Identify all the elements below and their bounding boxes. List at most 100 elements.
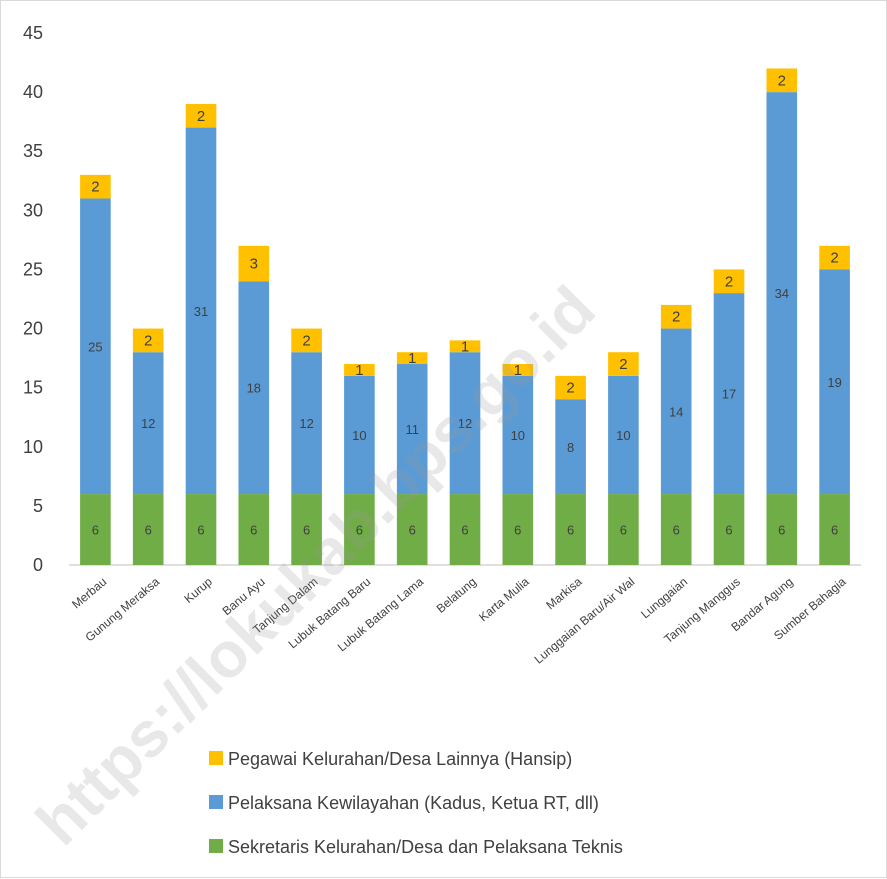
x-tick-label: Lubuk Batang Lama	[335, 574, 427, 654]
bar-segment	[185, 494, 217, 565]
bar-segment	[608, 494, 639, 565]
data-label: 2	[144, 332, 152, 349]
bar-segment	[502, 364, 534, 376]
data-label: 6	[197, 523, 204, 538]
data-label: 6	[673, 523, 680, 538]
data-label: 2	[302, 332, 310, 349]
data-label: 6	[831, 523, 838, 538]
data-label: 18	[247, 381, 261, 396]
data-label: 1	[408, 350, 416, 367]
data-label: 34	[775, 286, 789, 301]
bar-segment	[344, 364, 375, 376]
bar-segment	[502, 494, 534, 565]
data-label: 6	[620, 523, 627, 538]
bar-segment	[291, 352, 322, 495]
data-label: 2	[725, 273, 733, 290]
bar-segment	[555, 375, 586, 400]
bar-segment	[713, 269, 745, 294]
data-label: 31	[194, 304, 208, 319]
bar-segment	[132, 352, 164, 495]
data-label: 6	[725, 523, 732, 538]
data-label: 6	[778, 523, 785, 538]
bar-segment	[819, 269, 850, 495]
data-label: 10	[511, 428, 525, 443]
bar-segment	[344, 375, 375, 495]
data-label: 6	[567, 523, 574, 538]
data-label: 12	[141, 416, 155, 431]
bar-segment	[449, 340, 481, 353]
x-tick-label: Merbau	[69, 575, 109, 612]
bar-segment	[608, 375, 639, 495]
x-tick-label: Belatung	[434, 575, 479, 616]
data-label: 19	[827, 375, 841, 390]
bar-segment	[502, 375, 534, 495]
y-tick-label: 5	[33, 496, 43, 516]
data-label: 6	[250, 523, 257, 538]
legend-label: Pelaksana Kewilayahan (Kadus, Ketua RT, …	[228, 793, 599, 813]
bar-segment	[396, 364, 428, 495]
bar-segment	[238, 494, 270, 565]
bars: 6252612263126183612261016111612161016826…	[80, 68, 850, 565]
data-label: 6	[303, 523, 310, 538]
data-label: 8	[567, 440, 574, 455]
bar-segment	[766, 92, 798, 495]
data-label: 1	[355, 362, 363, 379]
x-tick-label: Lunggaian Baru/Air Wal	[532, 575, 638, 667]
data-label: 2	[778, 72, 786, 89]
y-tick-label: 10	[23, 437, 43, 457]
y-tick-label: 45	[23, 23, 43, 43]
data-label: 2	[566, 380, 574, 397]
bar-segment	[449, 494, 481, 565]
data-label: 2	[672, 309, 680, 326]
bar-segment	[80, 494, 111, 565]
y-tick-label: 20	[23, 319, 43, 339]
data-label: 1	[461, 338, 469, 355]
bar-segment	[185, 103, 217, 128]
data-label: 25	[88, 339, 102, 354]
bar-segment	[608, 352, 639, 376]
data-label: 12	[458, 416, 472, 431]
bar-segment	[555, 494, 586, 565]
legend-swatch	[209, 751, 223, 765]
bar-segment	[344, 494, 375, 565]
legend: Pegawai Kelurahan/Desa Lainnya (Hansip) P…	[209, 749, 623, 857]
data-label: 1	[514, 362, 522, 379]
bar-segment	[396, 352, 428, 365]
bar-segment	[713, 293, 745, 495]
data-label: 2	[830, 250, 838, 267]
data-label: 2	[197, 108, 205, 125]
data-label: 14	[669, 404, 683, 419]
y-tick-label: 25	[23, 259, 43, 279]
data-label: 11	[405, 422, 419, 437]
data-label: 6	[92, 523, 99, 538]
x-tick-label: Kurup	[181, 574, 215, 606]
data-label: 10	[352, 428, 366, 443]
y-tick-label: 0	[33, 555, 43, 575]
bar-segment	[238, 245, 270, 282]
bar-segment	[132, 494, 164, 565]
data-label: 6	[461, 523, 468, 538]
bar-segment	[819, 494, 850, 565]
bar-segment	[449, 352, 481, 495]
data-label: 17	[722, 387, 736, 402]
bar-segment	[291, 494, 322, 565]
y-tick-label: 30	[23, 200, 43, 220]
legend-swatch	[209, 795, 223, 809]
legend-label: Sekretaris Kelurahan/Desa dan Pelaksana …	[228, 837, 623, 857]
data-label: 2	[619, 356, 627, 373]
y-tick-label: 35	[23, 141, 43, 161]
bar-segment	[660, 328, 692, 495]
data-label: 12	[299, 416, 313, 431]
legend-label: Pegawai Kelurahan/Desa Lainnya (Hansip)	[228, 749, 572, 769]
x-tick-label: Karta Mulia	[476, 574, 532, 624]
bar-segment	[819, 245, 850, 270]
y-tick-label: 15	[23, 378, 43, 398]
data-label: 3	[250, 256, 258, 273]
bar-segment	[396, 494, 428, 565]
bar-segment	[291, 328, 322, 353]
data-label: 6	[514, 523, 521, 538]
bar-segment	[238, 281, 270, 495]
data-label: 6	[145, 523, 152, 538]
data-label: 10	[616, 428, 630, 443]
